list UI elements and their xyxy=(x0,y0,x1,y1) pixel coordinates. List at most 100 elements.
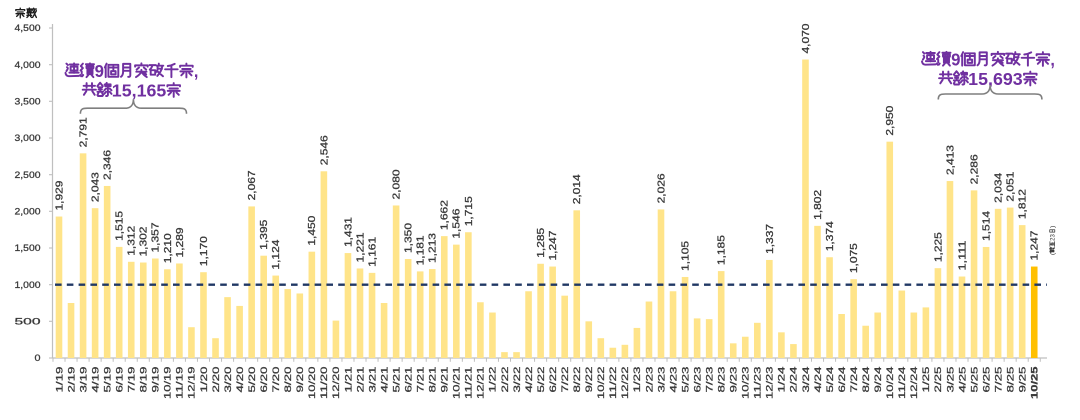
svg-text:3,000: 3,000 xyxy=(15,133,41,144)
svg-text:2/25: 2/25 xyxy=(933,367,944,393)
svg-text:2,067: 2,067 xyxy=(247,170,258,201)
svg-text:2,014: 2,014 xyxy=(572,174,583,205)
svg-text:10/22: 10/22 xyxy=(596,367,607,400)
svg-text:8/20: 8/20 xyxy=(283,367,294,393)
svg-text:1,111: 1,111 xyxy=(957,240,968,271)
svg-text:2,043: 2,043 xyxy=(91,172,102,203)
svg-text:1,181: 1,181 xyxy=(416,235,427,266)
svg-text:2,346: 2,346 xyxy=(103,149,114,180)
svg-text:1,337: 1,337 xyxy=(765,223,776,254)
svg-text:2,286: 2,286 xyxy=(969,154,980,185)
svg-text:2,950: 2,950 xyxy=(885,105,896,136)
svg-text:10/23: 10/23 xyxy=(741,367,752,400)
svg-text:3/22: 3/22 xyxy=(512,367,523,393)
svg-text:8/24: 8/24 xyxy=(861,367,872,393)
svg-text:7/20: 7/20 xyxy=(271,367,282,393)
svg-text:1,213: 1,213 xyxy=(428,233,439,264)
svg-text:1/24: 1/24 xyxy=(777,367,788,393)
svg-text:12/20: 12/20 xyxy=(331,367,342,400)
svg-text:1,289: 1,289 xyxy=(175,227,186,258)
svg-text:1/25: 1/25 xyxy=(921,367,932,393)
svg-text:4/22: 4/22 xyxy=(524,367,535,393)
svg-text:1,450: 1,450 xyxy=(307,215,318,246)
svg-text:4,000: 4,000 xyxy=(15,60,41,71)
svg-text:1/21: 1/21 xyxy=(343,367,354,393)
svg-text:2,026: 2,026 xyxy=(656,173,667,204)
svg-text:11/23: 11/23 xyxy=(753,367,764,400)
svg-text:6/19: 6/19 xyxy=(115,367,126,393)
svg-text:10/24: 10/24 xyxy=(885,367,896,400)
svg-text:3/19: 3/19 xyxy=(78,367,89,393)
svg-text:3/23: 3/23 xyxy=(656,367,667,393)
svg-text:9/24: 9/24 xyxy=(873,367,884,393)
svg-text:1,374: 1,374 xyxy=(825,221,836,252)
svg-text:7/22: 7/22 xyxy=(560,367,571,393)
svg-text:7/23: 7/23 xyxy=(704,367,715,393)
svg-text:9/25: 9/25 xyxy=(1018,367,1029,393)
svg-text:5/25: 5/25 xyxy=(969,367,980,393)
svg-text:1,312: 1,312 xyxy=(127,225,138,256)
svg-text:12/19: 12/19 xyxy=(187,367,198,400)
svg-text:6/22: 6/22 xyxy=(548,367,559,393)
svg-text:10/20: 10/20 xyxy=(307,367,318,400)
svg-text:1/23: 1/23 xyxy=(632,367,643,393)
svg-text:1,357: 1,357 xyxy=(151,222,162,253)
svg-text:4/23: 4/23 xyxy=(668,367,679,393)
svg-text:15,693: 15,693 xyxy=(968,69,1023,89)
svg-text:1,285: 1,285 xyxy=(536,227,547,258)
svg-text:12/24: 12/24 xyxy=(909,367,920,400)
svg-text:4/21: 4/21 xyxy=(379,367,390,393)
svg-text:5/22: 5/22 xyxy=(536,367,547,393)
svg-text:5/24: 5/24 xyxy=(825,367,836,393)
svg-text:11/22: 11/22 xyxy=(608,367,619,400)
svg-text:1,185: 1,185 xyxy=(717,235,728,266)
svg-text:11/20: 11/20 xyxy=(319,367,330,400)
svg-text:10/21: 10/21 xyxy=(452,367,463,400)
svg-text:2/22: 2/22 xyxy=(500,367,511,393)
svg-text:(: ( xyxy=(1049,252,1056,255)
svg-text:2,500: 2,500 xyxy=(15,170,41,181)
svg-text:1,075: 1,075 xyxy=(849,243,860,274)
svg-text:15,165: 15,165 xyxy=(112,80,167,100)
svg-text:1,105: 1,105 xyxy=(680,240,691,271)
svg-text:9: 9 xyxy=(951,49,961,69)
svg-text:12/22: 12/22 xyxy=(620,367,631,400)
svg-text:): ) xyxy=(1049,226,1056,228)
svg-text:1,812: 1,812 xyxy=(1018,189,1029,220)
svg-text:1,000: 1,000 xyxy=(15,280,41,291)
svg-text:8/23: 8/23 xyxy=(717,367,728,393)
svg-text:6/20: 6/20 xyxy=(259,367,270,393)
svg-text:8/21: 8/21 xyxy=(428,367,439,393)
svg-text:4/20: 4/20 xyxy=(235,367,246,393)
svg-text:8/25: 8/25 xyxy=(1005,367,1016,393)
svg-text:12/21: 12/21 xyxy=(476,367,487,400)
svg-text:1,221: 1,221 xyxy=(355,232,366,263)
svg-text:5/19: 5/19 xyxy=(102,367,113,393)
svg-text:2,791: 2,791 xyxy=(78,117,89,148)
svg-text:0: 0 xyxy=(35,353,41,364)
svg-text:1,302: 1,302 xyxy=(139,226,150,257)
svg-text:1,431: 1,431 xyxy=(343,217,354,248)
svg-text:1,514: 1,514 xyxy=(981,210,992,241)
svg-text:7/24: 7/24 xyxy=(849,367,860,393)
svg-text:10/19: 10/19 xyxy=(163,367,174,400)
svg-text:1,170: 1,170 xyxy=(199,236,210,267)
svg-text:9/20: 9/20 xyxy=(295,367,306,393)
svg-text:4,070: 4,070 xyxy=(801,23,812,54)
svg-text:7/25: 7/25 xyxy=(993,367,1004,393)
svg-text:10/25: 10/25 xyxy=(1030,366,1041,399)
svg-text:2/24: 2/24 xyxy=(789,367,800,393)
svg-text:4/24: 4/24 xyxy=(813,367,824,393)
svg-text:4/25: 4/25 xyxy=(957,367,968,393)
svg-text:1/19: 1/19 xyxy=(54,367,65,393)
svg-text:2,546: 2,546 xyxy=(319,135,330,166)
svg-text:3,500: 3,500 xyxy=(15,97,41,108)
svg-text:1,515: 1,515 xyxy=(115,210,126,241)
svg-text:2/23: 2/23 xyxy=(644,367,655,393)
svg-text:1,225: 1,225 xyxy=(933,232,944,263)
svg-text:9/21: 9/21 xyxy=(440,367,451,393)
svg-text:5/20: 5/20 xyxy=(247,367,258,393)
svg-text:11/21: 11/21 xyxy=(464,367,475,400)
svg-text:1,210: 1,210 xyxy=(163,233,174,264)
svg-text:1,247: 1,247 xyxy=(1030,230,1041,261)
